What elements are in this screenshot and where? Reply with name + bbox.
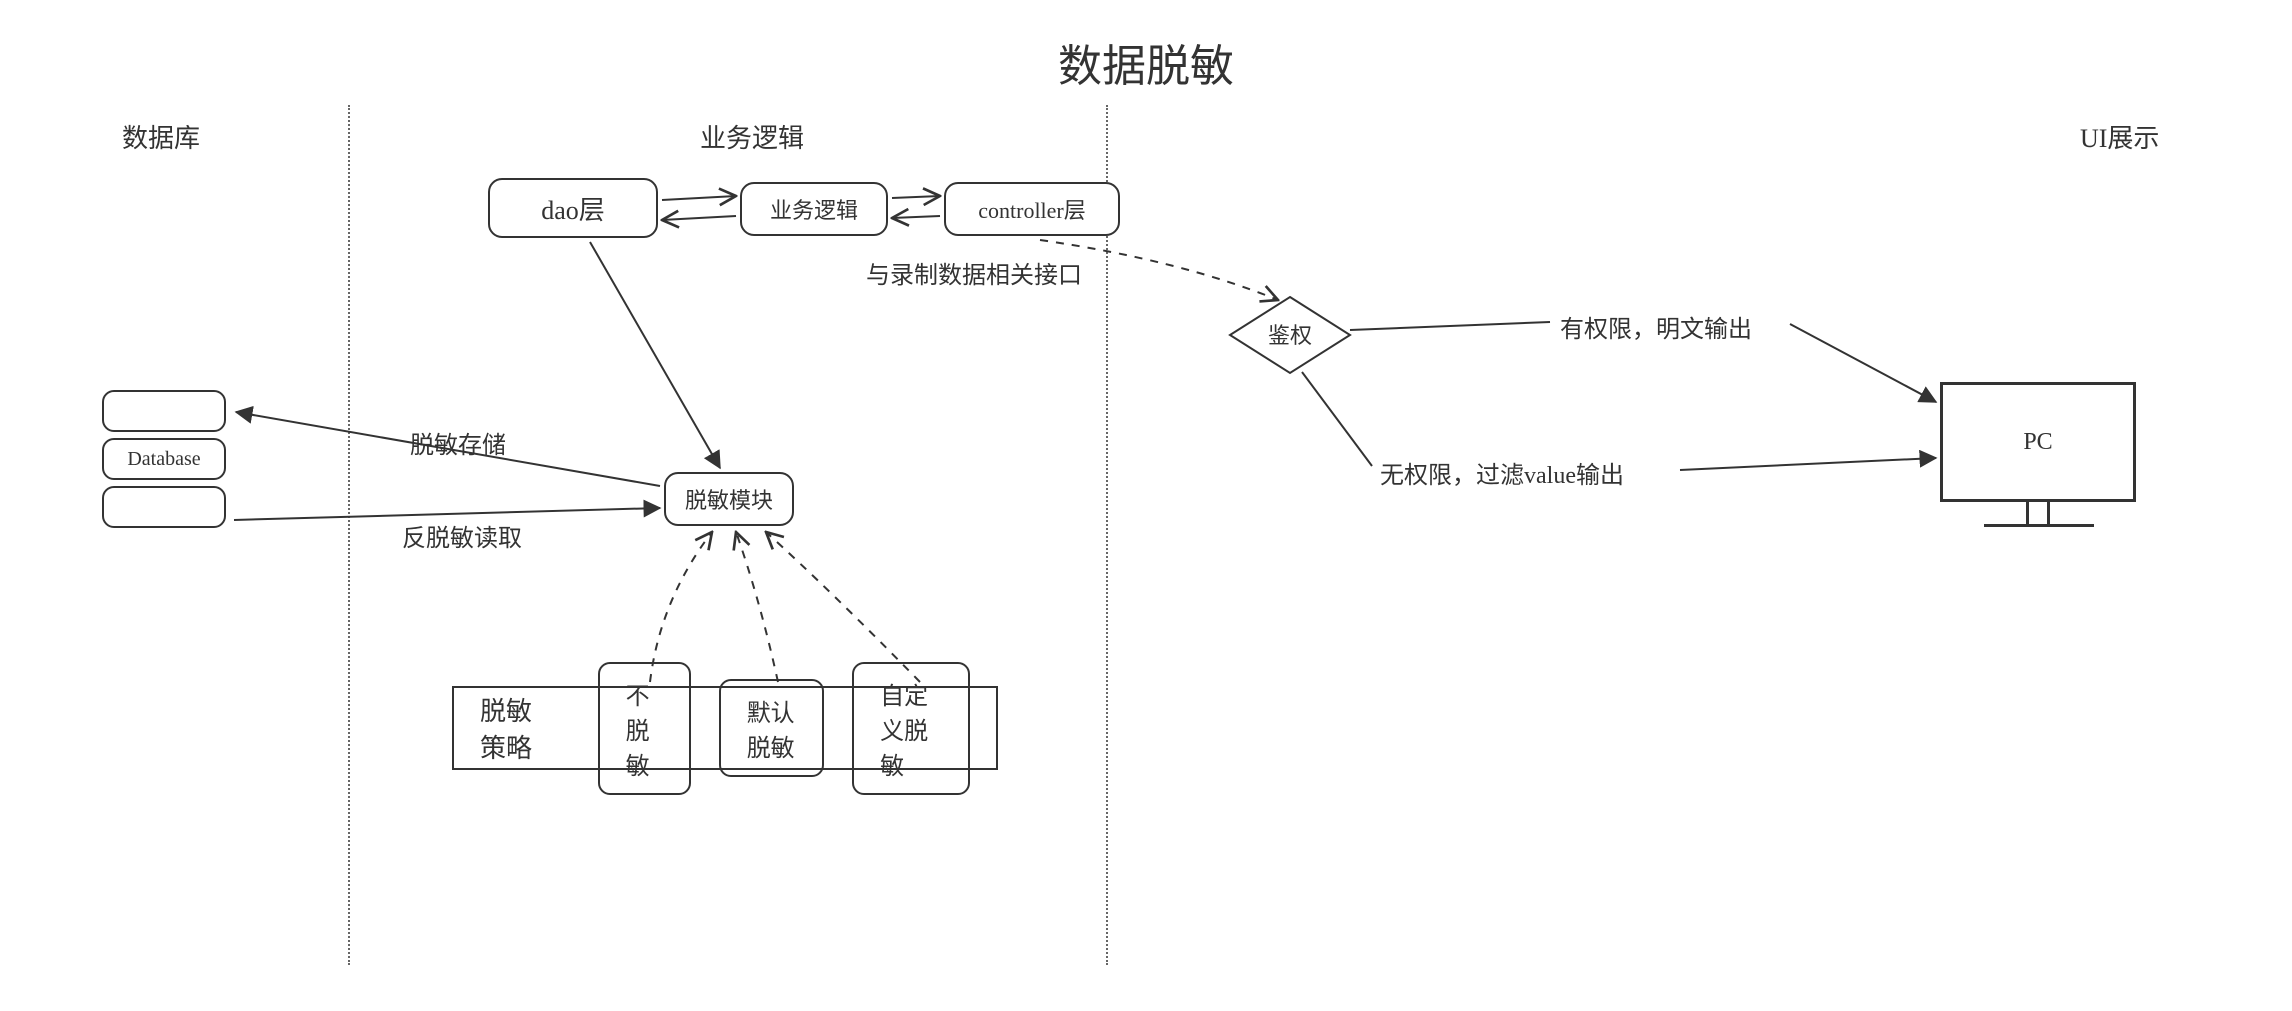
- auth-diamond: 鉴权: [1230, 297, 1350, 373]
- section-label-db: 数据库: [122, 118, 200, 155]
- diagram-title: 数据脱敏: [0, 30, 2292, 94]
- node-desens-label: 脱敏模块: [685, 483, 773, 515]
- edge-label-has-perm: 有权限，明文输出: [1560, 309, 1752, 344]
- node-dao-label: dao层: [541, 190, 605, 227]
- pc-monitor-label: PC: [1940, 382, 2136, 502]
- database-label: Database: [102, 438, 226, 480]
- database-node: Database: [102, 390, 226, 562]
- edge-label-record-iface: 与录制数据相关接口: [866, 255, 1082, 290]
- node-bizlogic: 业务逻辑: [740, 182, 888, 236]
- node-controller-label: controller层: [978, 193, 1086, 225]
- node-bizlogic-label: 业务逻辑: [770, 193, 858, 225]
- strategy-chip-1: 默认脱敏: [719, 679, 824, 777]
- strategy-chip-0: 不脱敏: [598, 662, 691, 795]
- node-dao: dao层: [488, 178, 658, 238]
- auth-diamond-label: 鉴权: [1268, 323, 1312, 348]
- node-desens: 脱敏模块: [664, 472, 794, 526]
- edge-label-desens-store: 脱敏存储: [410, 425, 506, 460]
- edge-label-desens-read: 反脱敏读取: [402, 518, 522, 553]
- strategy-chip-2: 自定义脱敏: [852, 662, 970, 795]
- divider-left: [348, 105, 350, 965]
- section-label-logic: 业务逻辑: [700, 118, 804, 155]
- strategy-box: 脱敏策略 不脱敏 默认脱敏 自定义脱敏: [452, 686, 998, 770]
- section-label-ui: UI展示: [2080, 118, 2159, 155]
- pc-monitor: PC: [1940, 382, 2136, 532]
- strategy-label: 脱敏策略: [480, 691, 534, 765]
- node-controller: controller层: [944, 182, 1120, 236]
- edge-label-no-perm: 无权限，过滤value输出: [1380, 455, 1624, 490]
